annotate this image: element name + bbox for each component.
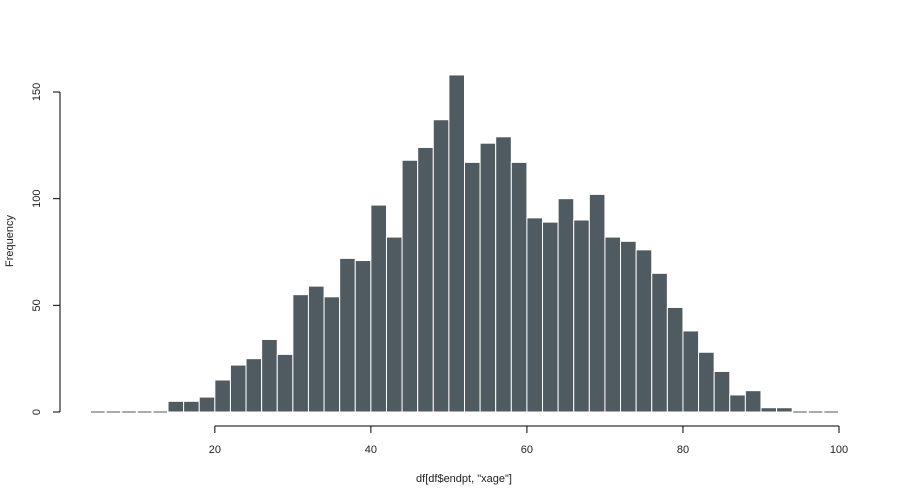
histogram-bar (261, 338, 278, 413)
histogram-bar (573, 219, 590, 413)
histogram-bar (729, 394, 746, 413)
x-tick-label: 20 (209, 444, 221, 456)
y-tick-label: 0 (31, 409, 43, 415)
y-tick-label: 150 (31, 83, 43, 101)
histogram-bar (510, 161, 528, 413)
y-tick-label: 100 (31, 189, 43, 207)
histogram-bar (526, 217, 544, 413)
histogram-bar (682, 330, 700, 413)
histogram-bar (214, 379, 231, 413)
x-tick-label: 80 (677, 444, 689, 456)
histogram-bar (198, 396, 216, 413)
histogram-bar (417, 146, 434, 413)
histogram-bar (604, 236, 622, 413)
x-axis-label: df[df$endpt, "xage"] (416, 473, 512, 485)
x-tick-label: 100 (830, 444, 848, 456)
histogram-bar (744, 390, 762, 413)
histogram-bar (698, 351, 715, 413)
histogram-bar (167, 400, 185, 413)
histogram-bar (542, 221, 559, 413)
histogram-bar (479, 142, 497, 413)
histogram-bar (666, 306, 684, 413)
y-axis: 0 50 100 150 (31, 83, 61, 415)
y-axis-label: Frequency (4, 215, 16, 267)
histogram-bar (432, 119, 450, 413)
y-tick-label: 50 (31, 299, 43, 311)
histogram-bar (385, 236, 403, 413)
histogram-bar (292, 294, 309, 413)
histogram-bar (557, 198, 575, 413)
histogram-bar (495, 136, 512, 413)
histogram-bar (651, 272, 668, 413)
histogram-bar (448, 74, 466, 413)
histogram-bar (323, 296, 341, 413)
x-axis: 20 40 60 80 100 (209, 425, 848, 456)
histogram-bar (620, 240, 637, 413)
histogram-bar (229, 364, 247, 413)
histogram-bar (354, 260, 372, 413)
histogram-bar (339, 257, 356, 413)
histogram-bar (635, 249, 653, 413)
histogram-bar (588, 193, 606, 413)
histogram-bar (183, 400, 200, 413)
x-tick-label: 60 (521, 444, 533, 456)
histogram-bar (464, 161, 481, 413)
histogram-bar (245, 358, 263, 413)
histogram-bar (760, 407, 778, 413)
x-tick-label: 40 (365, 444, 377, 456)
histogram-bar (307, 285, 325, 413)
histogram-bar (401, 159, 419, 413)
histogram-bar (713, 370, 731, 413)
histogram-bar (776, 407, 793, 413)
histogram-bar (276, 353, 294, 413)
bars-group (91, 74, 838, 413)
histogram-bar (370, 204, 387, 413)
